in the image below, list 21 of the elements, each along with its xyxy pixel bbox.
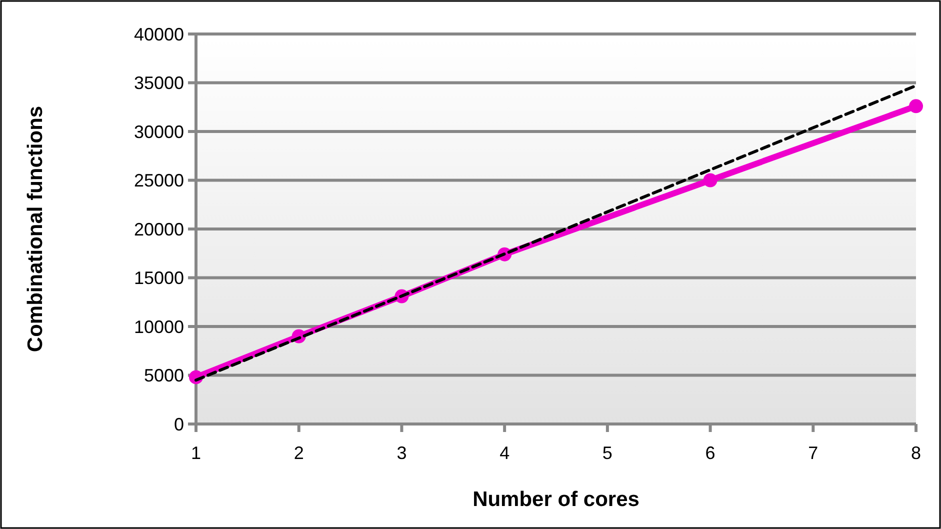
point — [703, 173, 718, 188]
y-tick-label: 40000 — [134, 24, 184, 44]
point — [909, 99, 923, 114]
y-tick-label: 10000 — [134, 316, 184, 337]
y-axis-title: Combinational functions — [24, 106, 47, 352]
x-tick-label: 5 — [602, 443, 612, 463]
x-tick-label: 6 — [705, 443, 716, 463]
y-tick-label: 15000 — [134, 268, 184, 288]
x-tick-label: 3 — [396, 443, 407, 463]
y-tick-label: 30000 — [134, 122, 184, 142]
x-axis-title: Number of cores — [472, 488, 640, 511]
x-tick-label: 2 — [294, 443, 304, 463]
y-tick-label: 25000 — [134, 170, 184, 191]
y-tick-label: 35000 — [134, 73, 184, 94]
y-tick-label: 20000 — [134, 219, 184, 240]
x-tick-label: 7 — [808, 443, 818, 463]
x-tick-label: 8 — [910, 443, 922, 463]
x-tick-label: 1 — [190, 443, 202, 463]
y-tick-label: 5000 — [144, 366, 184, 386]
y-tick-label: 0 — [174, 414, 184, 434]
x-tick-label: 4 — [500, 443, 510, 463]
